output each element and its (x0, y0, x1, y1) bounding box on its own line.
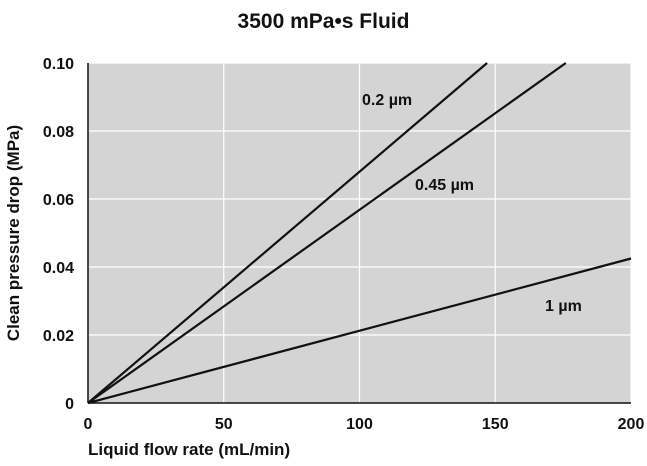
x-tick-label: 200 (618, 416, 645, 433)
chart-title: 3500 mPa•s Fluid (237, 10, 410, 33)
series-line (87, 62, 567, 404)
y-tick-label: 0.06 (43, 192, 74, 209)
y-tick-label: 0.08 (43, 124, 74, 141)
y-axis-label: Clean pressure drop (MPa) (4, 124, 23, 342)
y-tick-label: 0.04 (43, 260, 74, 277)
series-line (87, 62, 488, 404)
series-labels: 0.2 µm 0.45 µm 1 µm (362, 92, 582, 315)
y-tick-label: 0 (65, 396, 74, 413)
x-tick-label: 50 (215, 416, 233, 433)
axes (87, 63, 631, 404)
series-label: 0.45 µm (415, 177, 474, 194)
grid (88, 62, 632, 403)
y-tick-label: 0.10 (43, 56, 74, 73)
series-label: 1 µm (545, 298, 582, 315)
x-tick-label: 100 (346, 416, 373, 433)
x-tick-label: 150 (482, 416, 509, 433)
x-axis-label: Liquid flow rate (mL/min) (88, 440, 291, 459)
x-axis-ticks: 0 50 100 150 200 (84, 416, 645, 433)
series-lines (87, 62, 632, 405)
x-tick-label: 0 (84, 416, 93, 433)
series-label: 0.2 µm (362, 92, 412, 109)
y-tick-label: 0.02 (43, 328, 74, 345)
series-line (87, 257, 632, 405)
y-axis-ticks: 0 0.02 0.04 0.06 0.08 0.10 (43, 56, 74, 413)
